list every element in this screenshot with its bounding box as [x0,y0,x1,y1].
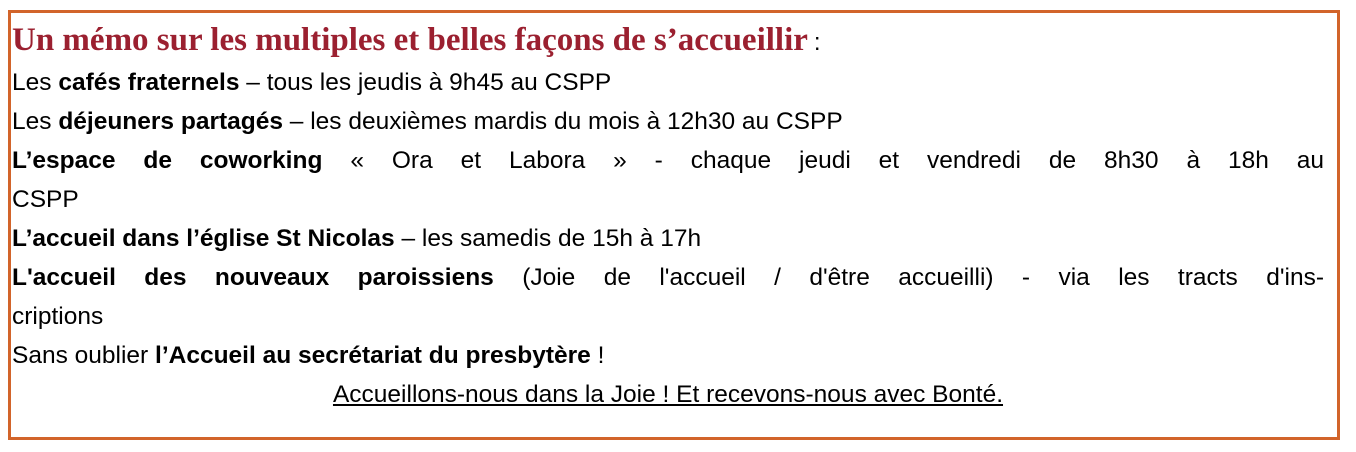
item-cafes: Les cafés fraternels – tous les jeudis à… [12,63,1324,102]
item-bold: l’Accueil au secrétariat du presbytère [155,342,591,369]
item-bold: déjeuners partagés [58,108,283,135]
item-bold: L’accueil dans l’église St Nicolas [12,225,395,252]
item-bold: L’espace de coworking [12,147,323,174]
item-pre: Sans oublier [12,342,156,369]
title-colon: : [813,29,821,56]
item-coworking: L’espace de coworking « Ora et Labora » … [12,141,1324,180]
item-post: ! [590,342,605,369]
item-bold: cafés fraternels [58,69,240,96]
item-post: (Joie de l'accueil / d'être accueilli) -… [493,264,1324,291]
item-secretariat: Sans oublier l’Accueil au secrétariat du… [12,336,1324,375]
item-eglise: L’accueil dans l’église St Nicolas – les… [12,219,1324,258]
memo-content: Un mémo sur les multiples et belles faço… [12,20,1324,414]
item-nouveaux-cont: criptions [12,303,104,330]
title-text: Un mémo sur les multiples et belles faço… [12,22,808,58]
item-nouveaux: L'accueil des nouveaux paroissiens (Joie… [12,258,1324,297]
item-post: « Ora et Labora » - chaque jeudi et vend… [322,147,1325,174]
item-coworking-cont: CSPP [12,186,79,213]
item-post: – tous les jeudis à 9h45 au CSPP [239,69,612,96]
memo-frame [8,10,1340,440]
item-pre: Les [12,69,59,96]
closing-line: Accueillons-nous dans la Joie ! Et recev… [332,381,1004,408]
item-post: – les samedis de 15h à 17h [394,225,702,252]
item-bold: L'accueil des nouveaux paroissiens [12,264,494,291]
item-dejeuners: Les déjeuners partagés – les deuxièmes m… [12,102,1324,141]
memo-title: Un mémo sur les multiples et belles faço… [12,20,1324,63]
item-pre: Les [12,108,59,135]
item-post: – les deuxièmes mardis du mois à 12h30 a… [283,108,843,135]
